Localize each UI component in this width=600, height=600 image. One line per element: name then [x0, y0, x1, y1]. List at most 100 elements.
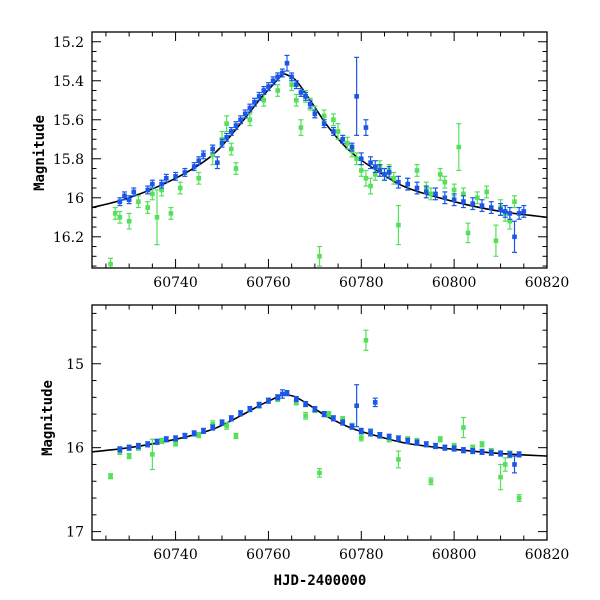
data-point: [368, 160, 373, 165]
model-curve: [92, 393, 547, 457]
data-point: [163, 175, 169, 181]
data-point: [224, 423, 229, 429]
data-point: [484, 189, 489, 195]
data-point: [284, 390, 290, 396]
panel-bottom: 60740 60760 60780 60800 60820 15 16 17: [66, 304, 570, 563]
data-point: [303, 413, 308, 419]
data-point: [461, 199, 466, 204]
data-point: [414, 440, 420, 445]
data-point: [177, 185, 183, 191]
data-point: [196, 158, 202, 164]
x-tick-label: 60820: [525, 275, 570, 291]
data-point: [154, 439, 160, 445]
data-point: [498, 451, 503, 456]
x-tick-label: 60800: [432, 275, 477, 291]
data-point: [150, 452, 155, 457]
data-point: [442, 179, 448, 185]
plot-frame: [91, 304, 548, 541]
data-point: [372, 400, 378, 405]
data-point: [396, 222, 401, 228]
data-point: [451, 187, 457, 193]
data-point: [228, 416, 234, 421]
series-green: [108, 329, 522, 502]
data-point: [275, 74, 281, 80]
data-point: [493, 238, 499, 243]
data-point: [191, 431, 197, 436]
data-point: [368, 430, 373, 435]
y-tick-label: 16: [66, 191, 84, 207]
data-point: [122, 193, 127, 199]
data-point: [358, 428, 364, 434]
data-point: [377, 168, 383, 173]
data-point: [224, 121, 229, 126]
data-point: [108, 473, 113, 479]
data-point: [340, 420, 346, 425]
data-point: [331, 129, 336, 134]
data-point: [488, 205, 494, 210]
data-point: [173, 174, 178, 179]
data-point: [433, 191, 438, 197]
data-point: [238, 117, 243, 123]
data-point: [451, 197, 457, 203]
y-tick-label: 16: [66, 441, 84, 457]
data-point: [368, 183, 373, 189]
data-point: [516, 495, 522, 501]
data-point: [317, 253, 322, 259]
data-point: [349, 144, 355, 150]
data-point: [354, 156, 359, 162]
data-point: [340, 416, 346, 422]
data-point: [502, 462, 508, 467]
data-point: [266, 84, 271, 89]
data-point: [358, 435, 364, 440]
data-point: [173, 441, 178, 446]
data-point: [423, 442, 429, 447]
panel-top: 60740 60760 60780 60800 60820 15.2 15.4 15.6 15.…: [53, 31, 570, 291]
y-tick-label: 15.8: [53, 152, 84, 168]
data-point: [154, 214, 160, 220]
data-point: [247, 406, 253, 412]
data-point: [293, 97, 299, 103]
data-point: [303, 401, 308, 407]
data-point: [442, 195, 448, 201]
data-point: [391, 175, 397, 181]
data-point: [479, 449, 485, 455]
data-point: [131, 189, 137, 195]
data-point: [377, 432, 383, 438]
data-point: [479, 442, 485, 447]
x-tick-label: 60800: [432, 547, 477, 563]
data-point: [312, 406, 318, 412]
data-point: [363, 337, 369, 343]
data-point: [117, 447, 123, 452]
data-point: [210, 425, 216, 430]
x-tick-label: 60820: [525, 547, 570, 563]
data-point: [159, 438, 164, 444]
data-point: [182, 170, 188, 175]
data-point: [150, 181, 155, 187]
data-point: [507, 452, 513, 457]
data-point: [312, 111, 318, 117]
data-point: [396, 457, 401, 462]
data-point: [465, 230, 471, 236]
data-point: [117, 214, 123, 220]
data-point: [521, 209, 527, 214]
data-point: [396, 436, 401, 441]
data-point: [396, 179, 401, 185]
data-point: [321, 113, 327, 119]
y-tick-label: 16.2: [53, 230, 84, 246]
data-point: [293, 396, 299, 402]
data-point: [126, 218, 132, 224]
data-point: [326, 411, 332, 417]
data-point: [382, 172, 387, 177]
data-point: [289, 74, 294, 80]
data-point: [233, 123, 239, 128]
data-point: [233, 433, 239, 439]
x-tick-label: 60740: [153, 275, 198, 291]
data-point: [461, 425, 466, 430]
data-point: [126, 453, 132, 459]
data-point: [182, 433, 188, 439]
data-point: [280, 391, 285, 397]
data-point: [372, 172, 378, 177]
data-point: [516, 452, 522, 457]
data-point: [461, 191, 466, 197]
data-point: [298, 125, 304, 130]
